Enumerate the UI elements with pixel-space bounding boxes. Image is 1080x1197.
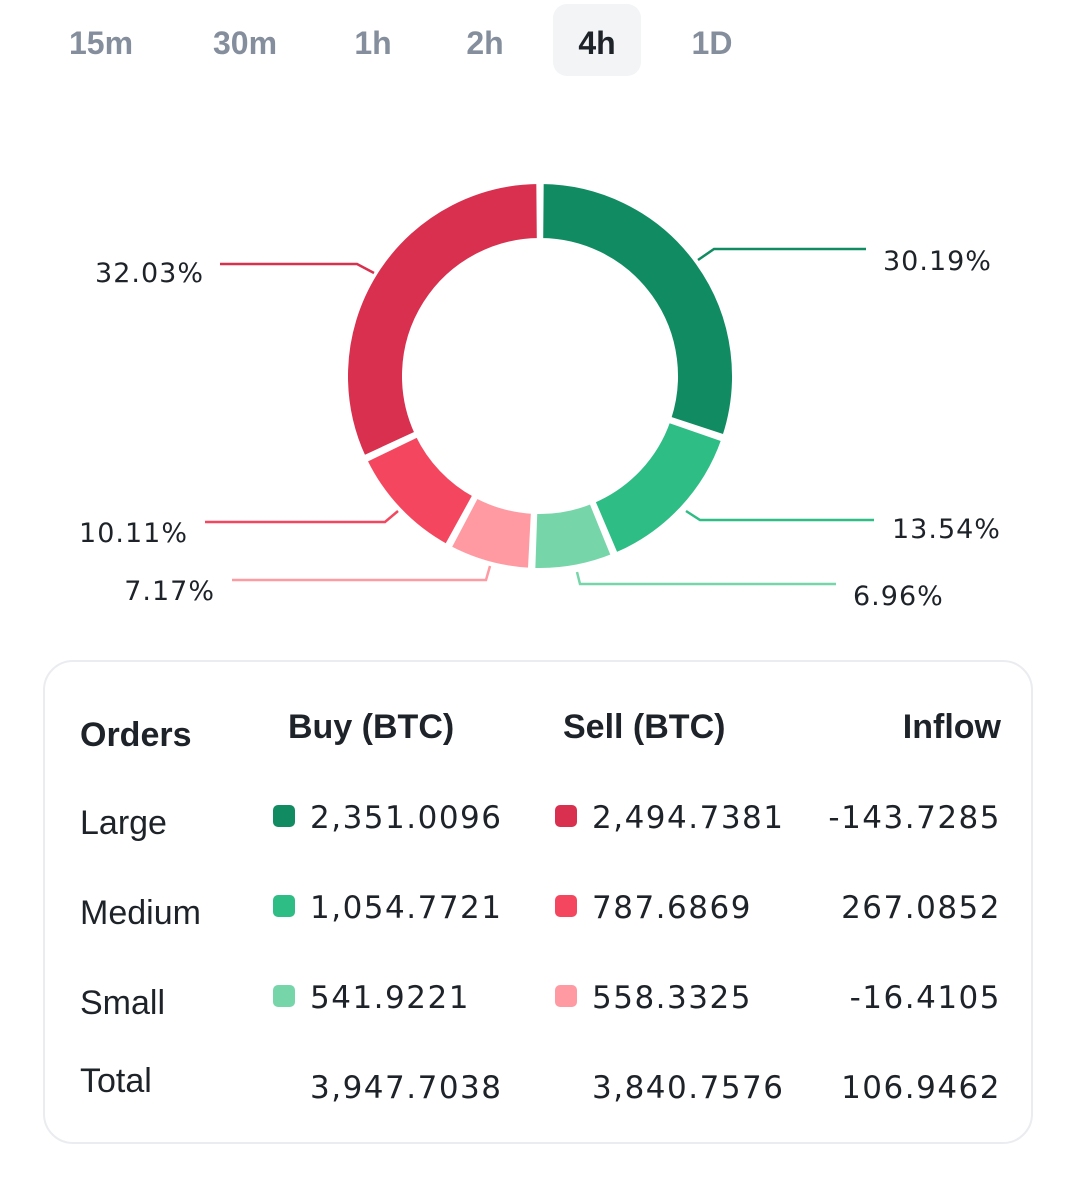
leader-line-buy-medium [685,509,874,522]
leader-line-sell-large [220,262,375,275]
inflow-small-value: -16.4105 [849,980,1001,1016]
leader-line-sell-medium [205,510,399,524]
percent-label-buy-medium: 13.54% [892,514,1001,545]
inflow-header: Inflow [902,708,1001,746]
row-label-small: Small [80,984,166,1022]
row-label-large: Large [80,804,167,842]
row-label-medium: Medium [80,894,201,932]
orders-header: Orders [80,716,192,754]
donut-slice-sell-small [446,493,536,572]
sell-small-swatch [555,984,577,1007]
sell-total-value: 3,840.7576 [592,1070,785,1106]
buy-medium-swatch [273,894,295,917]
interval-tabs: 15m 30m 1h 2h 4h 1D [40,4,760,76]
buy-large-value: 2,351.0096 [273,800,503,836]
percent-label-sell-medium: 10.11% [79,518,188,549]
leader-line-buy-small [575,571,836,586]
donut-slice-sell-medium [362,432,478,549]
tab-1d[interactable]: 1D [691,25,733,61]
inflow-medium-value: 267.0852 [841,890,1001,926]
tab-2h[interactable]: 2h [466,25,504,61]
buy-total-value: 3,947.7038 [310,1070,503,1106]
leader-line-sell-small [232,565,492,582]
inflow-total-value: 106.9462 [841,1070,1001,1106]
buy-medium-value: 1,054.7721 [273,890,503,926]
sell-large-value: 2,494.7381 [555,800,785,836]
sell-small-value: 558.3325 [555,980,752,1016]
sell-header: Sell (BTC) [563,708,726,746]
leader-line-buy-large [697,247,866,262]
percent-label-sell-small: 7.17% [124,576,215,607]
sell-medium-value: 787.6869 [555,890,752,926]
donut-slice-buy-large [539,179,736,440]
buy-header: Buy (BTC) [288,708,455,746]
tab-15m[interactable]: 15m [68,25,134,61]
buy-small-swatch [273,984,295,1007]
tab-4h[interactable]: 4h [553,4,641,76]
buy-small-value: 541.9221 [273,980,470,1016]
sell-medium-swatch [555,894,577,917]
tab-1h[interactable]: 1h [354,25,392,61]
donut-slice-buy-medium [590,418,726,558]
donut-slice-buy-small [531,499,616,572]
row-label-total: Total [80,1062,152,1100]
donut-slice-sell-large [344,179,541,461]
percent-label-sell-large: 32.03% [95,258,204,289]
tab-30m[interactable]: 30m [212,25,278,61]
buy-large-swatch [273,804,295,827]
inflow-large-value: -143.7285 [828,800,1001,836]
orders-table-card: Orders Buy (BTC) Sell (BTC) Inflow Large… [43,660,1033,1144]
order-distribution-donut-chart: 30.19% 13.54% 6.96% 7.17% 10.11% 32.03% [79,179,1001,612]
percent-label-buy-large: 30.19% [883,246,992,277]
sell-large-swatch [555,804,577,827]
percent-label-buy-small: 6.96% [853,581,944,612]
